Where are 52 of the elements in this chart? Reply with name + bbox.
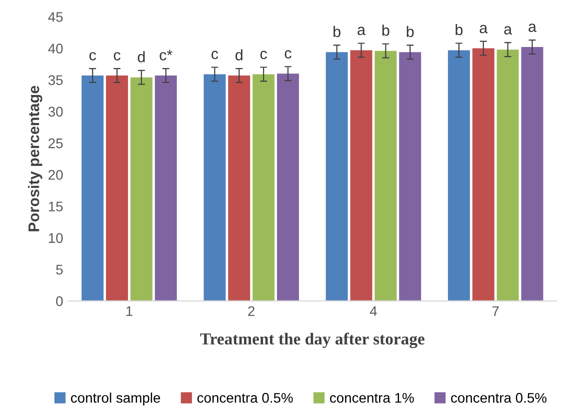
x-axis-title: Treatment the day after storage: [200, 332, 424, 348]
data-label: b: [382, 24, 390, 36]
data-label: c: [260, 50, 267, 60]
y-tick-label: 0: [56, 296, 63, 306]
y-tick-label: 20: [48, 170, 63, 180]
bar: [472, 48, 494, 301]
bar: [154, 75, 177, 301]
bar: [204, 74, 226, 301]
x-tick-label: 4: [370, 306, 377, 316]
x-tick-label: 7: [492, 306, 499, 316]
data-label: c: [284, 50, 292, 59]
bar: [276, 74, 299, 301]
data-label: a: [504, 26, 512, 35]
x-tick-label: 2: [248, 306, 255, 316]
bar: [496, 50, 519, 301]
data-label: a: [480, 24, 488, 34]
x-tick-label: 1: [126, 306, 132, 316]
legend-label: concentra 0.5%: [197, 392, 293, 403]
y-tick-label: 40: [48, 44, 63, 54]
data-label: a: [358, 26, 366, 36]
data-label: b: [334, 26, 340, 38]
bar: [374, 50, 397, 301]
bar: [350, 50, 372, 301]
data-label: d: [138, 51, 145, 62]
data-label: c: [89, 52, 96, 60]
data-label: c*: [160, 50, 172, 60]
data-label: d: [236, 49, 242, 60]
bar: [106, 75, 128, 301]
y-tick-label: 25: [48, 138, 63, 148]
legend-label: concentra 1%: [330, 392, 414, 403]
data-label: c: [212, 50, 218, 60]
bar: [326, 52, 348, 301]
y-tick-label: 15: [48, 202, 63, 212]
bar: [448, 50, 470, 301]
bar: [82, 75, 104, 301]
data-label: a: [528, 24, 536, 32]
y-tick-label: 5: [56, 264, 63, 275]
legend-label: control sample: [70, 392, 160, 406]
bar: [399, 52, 422, 301]
bar: [228, 75, 250, 301]
data-label: b: [456, 24, 463, 36]
y-axis-title: Porosity percentage: [28, 86, 42, 232]
data-label: b: [406, 26, 414, 38]
y-tick-label: 45: [48, 12, 63, 22]
y-tick-label: 10: [48, 233, 63, 243]
legend-label: concentra 0.5%: [451, 392, 546, 403]
bar: [252, 74, 275, 301]
bar: [130, 77, 152, 301]
y-tick-label: 30: [48, 106, 63, 117]
bar: [521, 47, 544, 301]
data-label: c: [114, 52, 120, 60]
y-tick-label: 35: [48, 75, 63, 86]
